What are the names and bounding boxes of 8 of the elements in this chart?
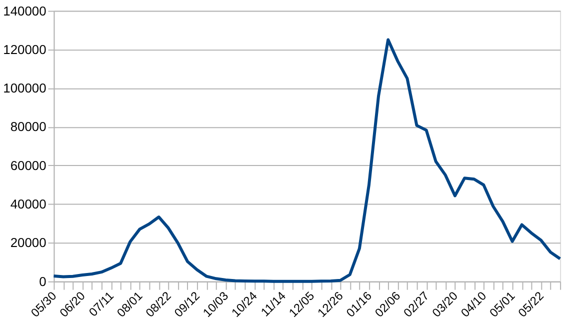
y-tick-label: 100000 — [3, 80, 46, 96]
y-tick-label: 120000 — [3, 42, 46, 57]
y-tick-label: 0 — [39, 274, 46, 289]
y-tick-label: 60000 — [10, 158, 46, 173]
y-tick-label: 140000 — [3, 3, 46, 18]
y-tick-label: 40000 — [10, 196, 46, 212]
y-tick-label: 80000 — [10, 119, 46, 134]
y-tick-label: 20000 — [10, 235, 46, 250]
